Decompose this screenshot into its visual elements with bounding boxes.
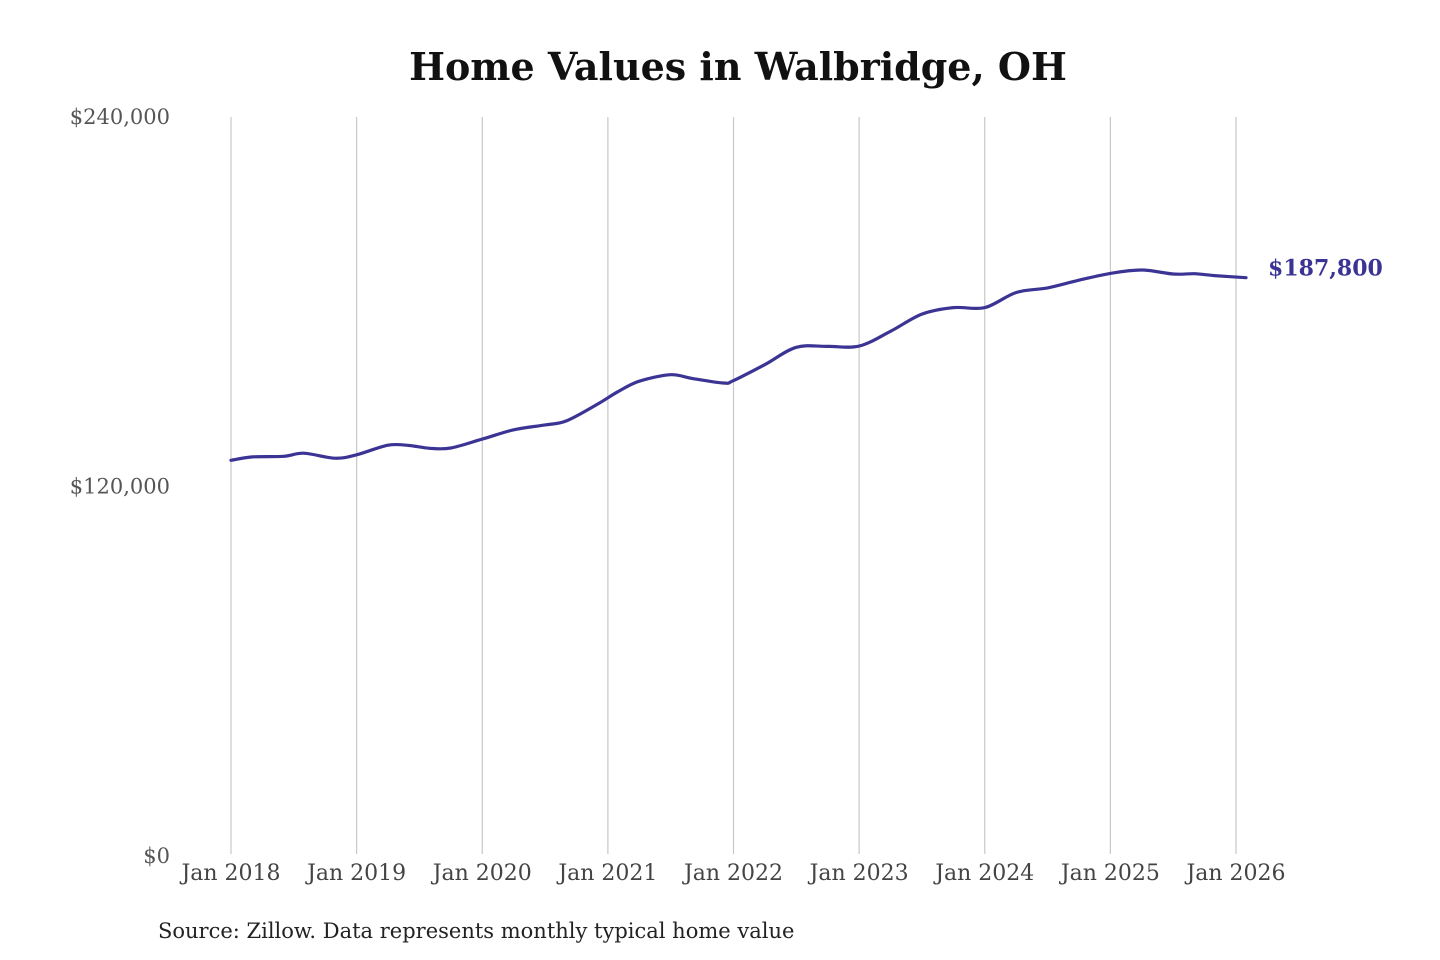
x-tick-label: Jan 2025 (1059, 861, 1160, 886)
source-note: Source: Zillow. Data represents monthly … (158, 919, 794, 943)
chart-title: Home Values in Walbridge, OH (409, 44, 1067, 89)
x-axis: Jan 2018 Jan 2019 Jan 2020 Jan 2021 Jan 2022… (179, 861, 1285, 886)
series-line-0 (229, 268, 1248, 462)
plot-area: $187,800 (229, 256, 1383, 462)
x-tick-label: Jan 2024 (933, 861, 1034, 886)
y-tick-label: $120,000 (70, 475, 170, 499)
y-tick-label: $0 (143, 844, 170, 868)
y-tick-label: $240,000 (70, 105, 170, 129)
end-value-label: $187,800 (1268, 256, 1383, 282)
gridlines (230, 117, 1237, 854)
x-tick-label: Jan 2018 (179, 861, 280, 886)
x-tick-label: Jan 2019 (305, 861, 406, 886)
x-tick-label: Jan 2021 (556, 861, 657, 886)
y-axis: $0 $120,000 $240,000 (70, 105, 170, 868)
x-tick-label: Jan 2022 (682, 861, 783, 886)
x-tick-label: Jan 2026 (1184, 861, 1285, 886)
x-tick-label: Jan 2020 (431, 861, 532, 886)
x-tick-label: Jan 2023 (808, 861, 909, 886)
